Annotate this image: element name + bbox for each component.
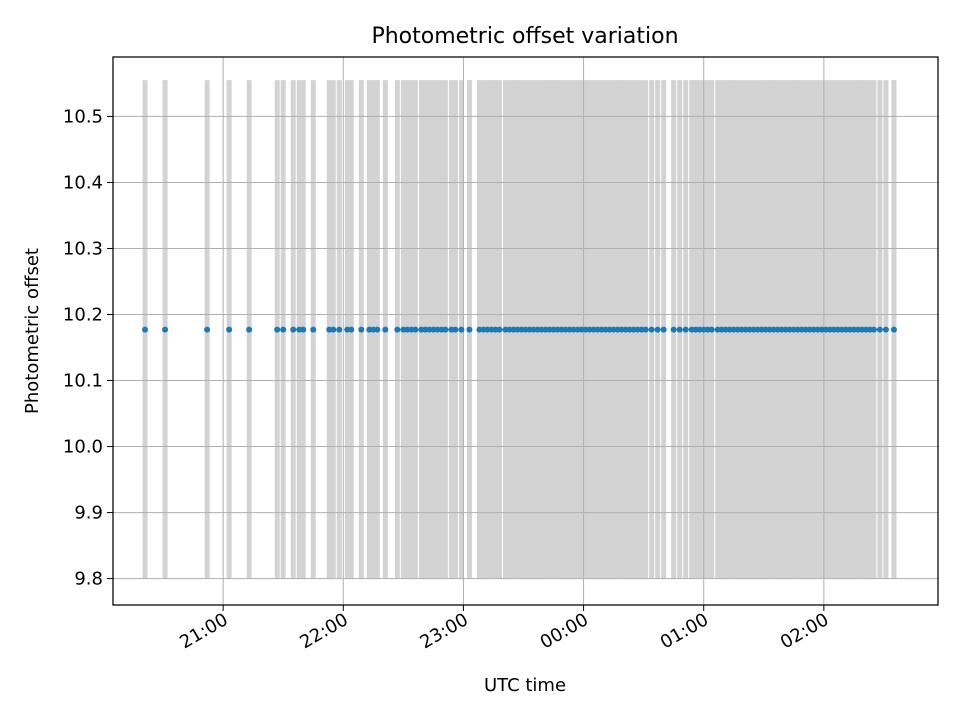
points-layer xyxy=(142,326,897,333)
data-point xyxy=(358,326,365,333)
data-point xyxy=(310,326,317,333)
data-point xyxy=(466,326,473,333)
data-point xyxy=(280,326,287,333)
grid-layer xyxy=(113,57,938,605)
data-point xyxy=(394,326,401,333)
data-point xyxy=(226,326,233,333)
y-tick-label: 9.9 xyxy=(74,503,103,524)
y-tick-label: 10.1 xyxy=(63,371,103,392)
data-point xyxy=(382,326,389,333)
data-point xyxy=(458,326,465,333)
data-point xyxy=(654,326,661,333)
data-point xyxy=(890,326,897,333)
data-point xyxy=(290,326,297,333)
data-point xyxy=(648,326,655,333)
y-tick-label: 10.2 xyxy=(63,304,103,325)
data-point xyxy=(682,326,689,333)
data-point xyxy=(374,326,381,333)
data-point xyxy=(870,326,877,333)
data-point xyxy=(660,326,667,333)
x-axis-label: UTC time xyxy=(484,675,566,696)
data-point xyxy=(876,326,883,333)
data-point xyxy=(496,326,503,333)
data-point xyxy=(246,326,253,333)
y-tick-label: 10.3 xyxy=(63,238,103,259)
data-point xyxy=(336,326,343,333)
data-point xyxy=(330,326,337,333)
data-point xyxy=(348,326,355,333)
data-point xyxy=(274,326,281,333)
data-point xyxy=(642,326,649,333)
y-tick-label: 9.8 xyxy=(74,569,103,590)
data-point xyxy=(442,326,449,333)
data-point xyxy=(162,326,169,333)
data-point xyxy=(142,326,149,333)
data-point xyxy=(708,326,715,333)
y-tick-label: 10.4 xyxy=(63,172,103,193)
data-point xyxy=(204,326,211,333)
data-point xyxy=(300,326,307,333)
plot-frame xyxy=(112,56,939,606)
y-tick-label: 10.5 xyxy=(63,106,103,127)
data-point xyxy=(670,326,677,333)
y-axis-label: Photometric offset xyxy=(22,248,43,414)
data-point xyxy=(882,326,889,333)
data-point xyxy=(412,326,419,333)
chart-title: Photometric offset variation xyxy=(371,24,678,49)
y-tick-label: 10.0 xyxy=(63,437,103,458)
y-axis: 9.8 9.9 10.0 10.1 10.2 10.3 10.4 10.5 xyxy=(63,106,113,590)
data-point xyxy=(676,326,683,333)
data-point xyxy=(452,326,459,333)
